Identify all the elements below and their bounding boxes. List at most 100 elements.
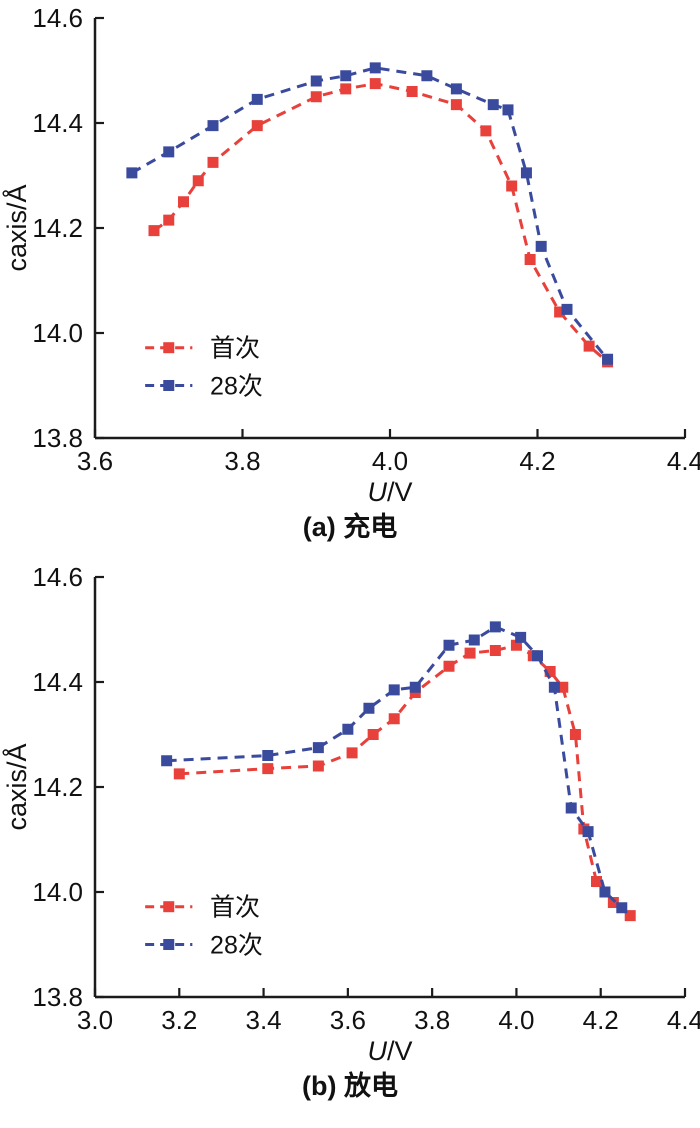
data-marker bbox=[464, 647, 476, 659]
x-tick-label: 3.6 bbox=[77, 446, 113, 476]
data-marker bbox=[616, 902, 628, 914]
data-marker bbox=[163, 214, 175, 226]
legend-marker bbox=[163, 939, 175, 950]
y-tick-label: 14.0 bbox=[32, 877, 83, 907]
data-marker bbox=[148, 225, 160, 237]
y-axis-label: caxis/Å bbox=[1, 184, 32, 271]
data-marker bbox=[251, 120, 263, 132]
data-marker bbox=[163, 146, 175, 158]
data-marker bbox=[450, 99, 462, 111]
data-marker bbox=[207, 156, 219, 168]
legend-label: 28次 bbox=[210, 373, 263, 401]
data-marker bbox=[312, 760, 324, 772]
series-0 bbox=[173, 639, 636, 922]
data-marker bbox=[502, 104, 514, 116]
data-marker bbox=[515, 631, 527, 643]
y-tick-label: 14.6 bbox=[32, 563, 83, 592]
legend: 首次 28次 bbox=[145, 894, 263, 960]
x-tick-label: 3.6 bbox=[330, 1005, 366, 1035]
x-tick-label: 4.4 bbox=[667, 446, 700, 476]
series-1 bbox=[126, 62, 614, 365]
data-marker bbox=[602, 353, 614, 365]
data-marker bbox=[363, 702, 375, 714]
chart-b-canvas: 3.0 3.2 3.4 3.6 3.8 4.0 4.2 4.4 13.8 14.0 14.2 14.4… bbox=[1, 563, 700, 1066]
data-marker bbox=[554, 306, 566, 318]
x-tick-label: 4.2 bbox=[583, 1005, 619, 1035]
x-axis-label: U/V bbox=[367, 477, 412, 507]
data-marker bbox=[406, 86, 418, 97]
data-marker bbox=[535, 240, 547, 252]
x-tick-label: 3.0 bbox=[77, 1005, 113, 1035]
x-tick-label: 3.2 bbox=[161, 1005, 197, 1035]
x-axis-label: U/V bbox=[367, 1036, 412, 1066]
x-tick-label: 4.2 bbox=[519, 446, 555, 476]
data-marker bbox=[388, 713, 400, 725]
data-marker bbox=[262, 763, 274, 775]
y-tick-label: 14.4 bbox=[32, 108, 83, 138]
x-tick-label: 4.4 bbox=[667, 1005, 700, 1035]
data-marker bbox=[565, 802, 577, 814]
chart-b: 3.0 3.2 3.4 3.6 3.8 4.0 4.2 4.4 13.8 14.0 14.2 14.4… bbox=[0, 563, 700, 1108]
data-marker bbox=[369, 78, 381, 90]
data-marker bbox=[468, 634, 480, 646]
data-marker bbox=[409, 681, 421, 693]
legend-label: 首次 bbox=[210, 335, 260, 363]
chart-a: 3.6 3.8 4.0 4.2 4.4 13.8 14.0 14.2 14.4 14.6 U/V ca… bbox=[0, 4, 700, 549]
y-tick-label: 14.2 bbox=[32, 772, 83, 802]
data-marker bbox=[582, 826, 594, 838]
data-marker bbox=[480, 125, 492, 137]
data-marker bbox=[607, 897, 619, 908]
data-marker bbox=[548, 681, 560, 693]
axes: 3.6 3.8 4.0 4.2 4.4 13.8 14.0 14.2 14.4 14.6 bbox=[32, 4, 700, 476]
data-marker bbox=[251, 93, 263, 105]
data-marker bbox=[591, 876, 602, 887]
series-1 bbox=[161, 621, 628, 914]
chart-b-caption: (b) 放电 bbox=[302, 1071, 398, 1101]
data-marker bbox=[192, 175, 204, 187]
x-tick-label: 3.8 bbox=[414, 1005, 450, 1035]
data-marker bbox=[489, 621, 501, 633]
data-marker bbox=[421, 70, 433, 82]
data-marker bbox=[369, 62, 381, 74]
data-marker bbox=[367, 729, 379, 740]
data-marker bbox=[487, 99, 499, 111]
legend-label: 首次 bbox=[210, 894, 260, 922]
y-tick-label: 13.8 bbox=[32, 982, 83, 1012]
axes: 3.0 3.2 3.4 3.6 3.8 4.0 4.2 4.4 13.8 14.0 14.2 14.4… bbox=[32, 563, 700, 1035]
data-marker bbox=[583, 340, 595, 352]
data-marker bbox=[510, 639, 522, 651]
y-tick-label: 14.0 bbox=[32, 318, 83, 348]
data-marker bbox=[557, 681, 569, 693]
x-tick-label: 3.4 bbox=[245, 1005, 281, 1035]
legend-marker bbox=[163, 342, 175, 354]
legend-marker bbox=[163, 380, 175, 391]
data-marker bbox=[450, 83, 462, 95]
data-marker bbox=[506, 180, 518, 192]
data-marker bbox=[443, 660, 455, 672]
chart-a-caption: (a) 充电 bbox=[302, 512, 398, 542]
data-marker bbox=[532, 650, 543, 662]
data-marker bbox=[178, 196, 189, 208]
data-marker bbox=[561, 303, 573, 315]
data-marker bbox=[624, 910, 636, 922]
data-marker bbox=[569, 729, 581, 740]
x-tick-label: 4.0 bbox=[372, 446, 408, 476]
data-marker bbox=[520, 167, 532, 179]
data-marker bbox=[310, 91, 322, 103]
x-tick-label: 3.8 bbox=[224, 446, 260, 476]
y-tick-label: 14.2 bbox=[32, 213, 83, 243]
chart-a-canvas: 3.6 3.8 4.0 4.2 4.4 13.8 14.0 14.2 14.4 14.6 U/V ca… bbox=[1, 4, 700, 507]
data-marker bbox=[443, 639, 455, 651]
data-marker bbox=[346, 747, 358, 759]
y-tick-label: 14.4 bbox=[32, 667, 83, 697]
data-marker bbox=[310, 75, 322, 87]
data-marker bbox=[489, 645, 501, 656]
data-marker bbox=[340, 70, 352, 82]
y-axis-label: caxis/Å bbox=[1, 743, 32, 830]
legend-label: 28次 bbox=[210, 932, 263, 960]
y-tick-label: 13.8 bbox=[32, 423, 83, 453]
data-marker bbox=[342, 723, 354, 735]
data-marker bbox=[262, 750, 274, 761]
